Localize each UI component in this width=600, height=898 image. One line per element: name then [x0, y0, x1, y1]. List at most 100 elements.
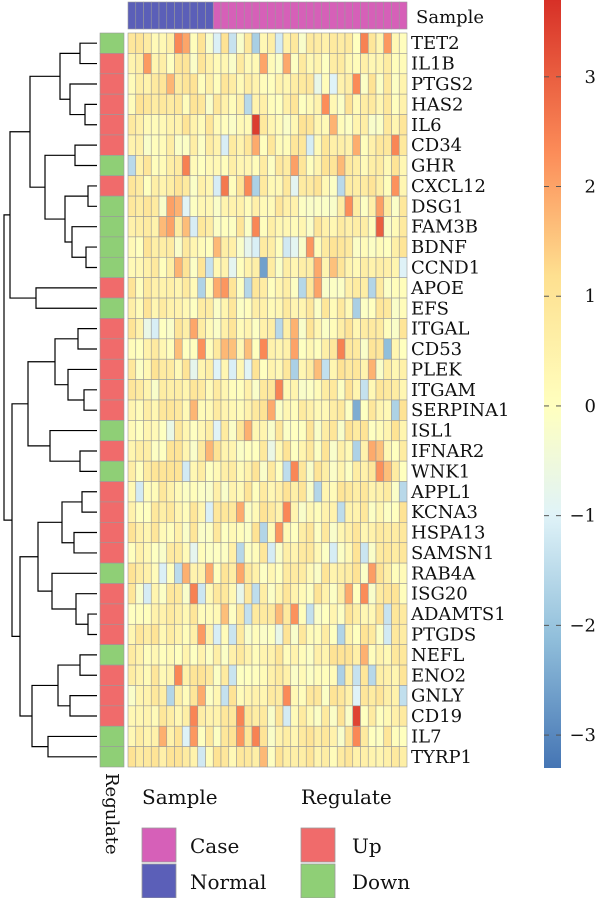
- regulate-cell: [99, 603, 125, 625]
- sample-cell: [367, 1, 377, 30]
- heatmap-cell: [321, 603, 330, 625]
- heatmap-cell: [150, 358, 160, 380]
- heatmap-cell: [367, 155, 377, 177]
- heatmap-cell: [243, 155, 253, 177]
- heatmap-cell: [243, 236, 253, 258]
- heatmap-cell: [212, 583, 222, 605]
- heatmap-cell: [143, 32, 152, 54]
- heatmap-cell: [274, 746, 284, 768]
- heatmap-cell: [127, 114, 137, 136]
- heatmap-cell: [189, 399, 199, 421]
- heatmap-cell: [282, 522, 292, 544]
- heatmap-cell: [391, 420, 400, 442]
- heatmap-cell: [220, 542, 230, 564]
- heatmap-cell: [282, 399, 292, 421]
- heatmap-cell: [344, 32, 354, 54]
- heatmap-cell: [383, 501, 392, 523]
- heatmap-cell: [158, 53, 168, 75]
- heatmap-cell: [305, 256, 315, 278]
- heatmap-cell: [127, 664, 137, 686]
- dendrogram-branch: [71, 226, 97, 258]
- heatmap-cell: [375, 236, 385, 258]
- colorbar-tick-label: 0: [585, 396, 596, 417]
- heatmap-cell: [220, 358, 230, 380]
- heatmap-cell: [228, 155, 237, 177]
- heatmap-cell: [197, 542, 206, 564]
- regulate-cell: [99, 175, 125, 197]
- heatmap-cell: [352, 542, 361, 564]
- heatmap-cell: [367, 583, 377, 605]
- heatmap-cell: [220, 501, 230, 523]
- heatmap-cell: [220, 318, 230, 340]
- row-label: ADAMTS1: [410, 604, 506, 625]
- heatmap-cell: [352, 236, 361, 258]
- heatmap-cell: [298, 379, 307, 401]
- heatmap-cell: [174, 256, 183, 278]
- heatmap-cell: [344, 542, 354, 564]
- heatmap-cell: [367, 338, 377, 360]
- heatmap-cell: [352, 318, 361, 340]
- heatmap-cell: [143, 460, 152, 482]
- heatmap-cell: [135, 746, 144, 768]
- heatmap-cell: [189, 644, 199, 666]
- heatmap-cell: [383, 297, 392, 319]
- heatmap-cell: [127, 725, 137, 747]
- heatmap-cell: [282, 93, 292, 115]
- heatmap-cell: [398, 623, 408, 645]
- heatmap-cell: [290, 522, 299, 544]
- heatmap-cell: [251, 522, 261, 544]
- heatmap-cell: [189, 256, 199, 278]
- sample-cell: [391, 1, 400, 30]
- heatmap-cell: [321, 460, 330, 482]
- heatmap-cell: [383, 318, 392, 340]
- heatmap-cell: [150, 114, 160, 136]
- heatmap-cell: [305, 134, 315, 156]
- regulate-cell: [99, 277, 125, 299]
- heatmap-cell: [205, 277, 214, 299]
- heatmap-cell: [166, 318, 175, 340]
- heatmap-cell: [267, 705, 276, 727]
- regulate-cell: [99, 358, 125, 380]
- heatmap-cell: [189, 501, 199, 523]
- heatmap-cell: [329, 664, 338, 686]
- heatmap-cell: [166, 93, 175, 115]
- heatmap-cell: [336, 195, 346, 217]
- heatmap-cell: [158, 358, 168, 380]
- heatmap-cell: [150, 644, 160, 666]
- heatmap-cell: [174, 73, 183, 95]
- heatmap-cell: [205, 562, 214, 584]
- heatmap-cell: [236, 623, 245, 645]
- heatmap-cell: [391, 746, 400, 768]
- heatmap-cell: [290, 562, 299, 584]
- heatmap-cell: [150, 297, 160, 319]
- heatmap-cell: [360, 318, 369, 340]
- heatmap-cell: [220, 440, 230, 462]
- heatmap-cell: [189, 195, 199, 217]
- heatmap-cell: [336, 562, 346, 584]
- heatmap-cell: [259, 338, 268, 360]
- heatmap-cell: [274, 685, 284, 707]
- heatmap-cell: [344, 358, 354, 380]
- row-label: ISL1: [411, 421, 454, 442]
- heatmap-cell: [321, 73, 330, 95]
- heatmap-cell: [251, 685, 261, 707]
- heatmap-cell: [398, 440, 408, 462]
- heatmap-cell: [352, 32, 361, 54]
- heatmap-cell: [336, 277, 346, 299]
- heatmap-cell: [166, 644, 175, 666]
- heatmap-cell: [251, 481, 261, 503]
- heatmap-cell: [212, 155, 222, 177]
- heatmap-cell: [298, 256, 307, 278]
- heatmap-cell: [336, 460, 346, 482]
- heatmap-cell: [143, 236, 152, 258]
- heatmap-cell: [282, 318, 292, 340]
- heatmap-cell: [274, 460, 284, 482]
- heatmap-cell: [251, 175, 261, 197]
- heatmap-cell: [143, 195, 152, 217]
- heatmap-cell: [274, 73, 284, 95]
- heatmap-cell: [290, 481, 299, 503]
- heatmap-cell: [344, 379, 354, 401]
- heatmap-cell: [205, 358, 214, 380]
- heatmap-cell: [228, 644, 237, 666]
- regulate-cell: [99, 32, 125, 54]
